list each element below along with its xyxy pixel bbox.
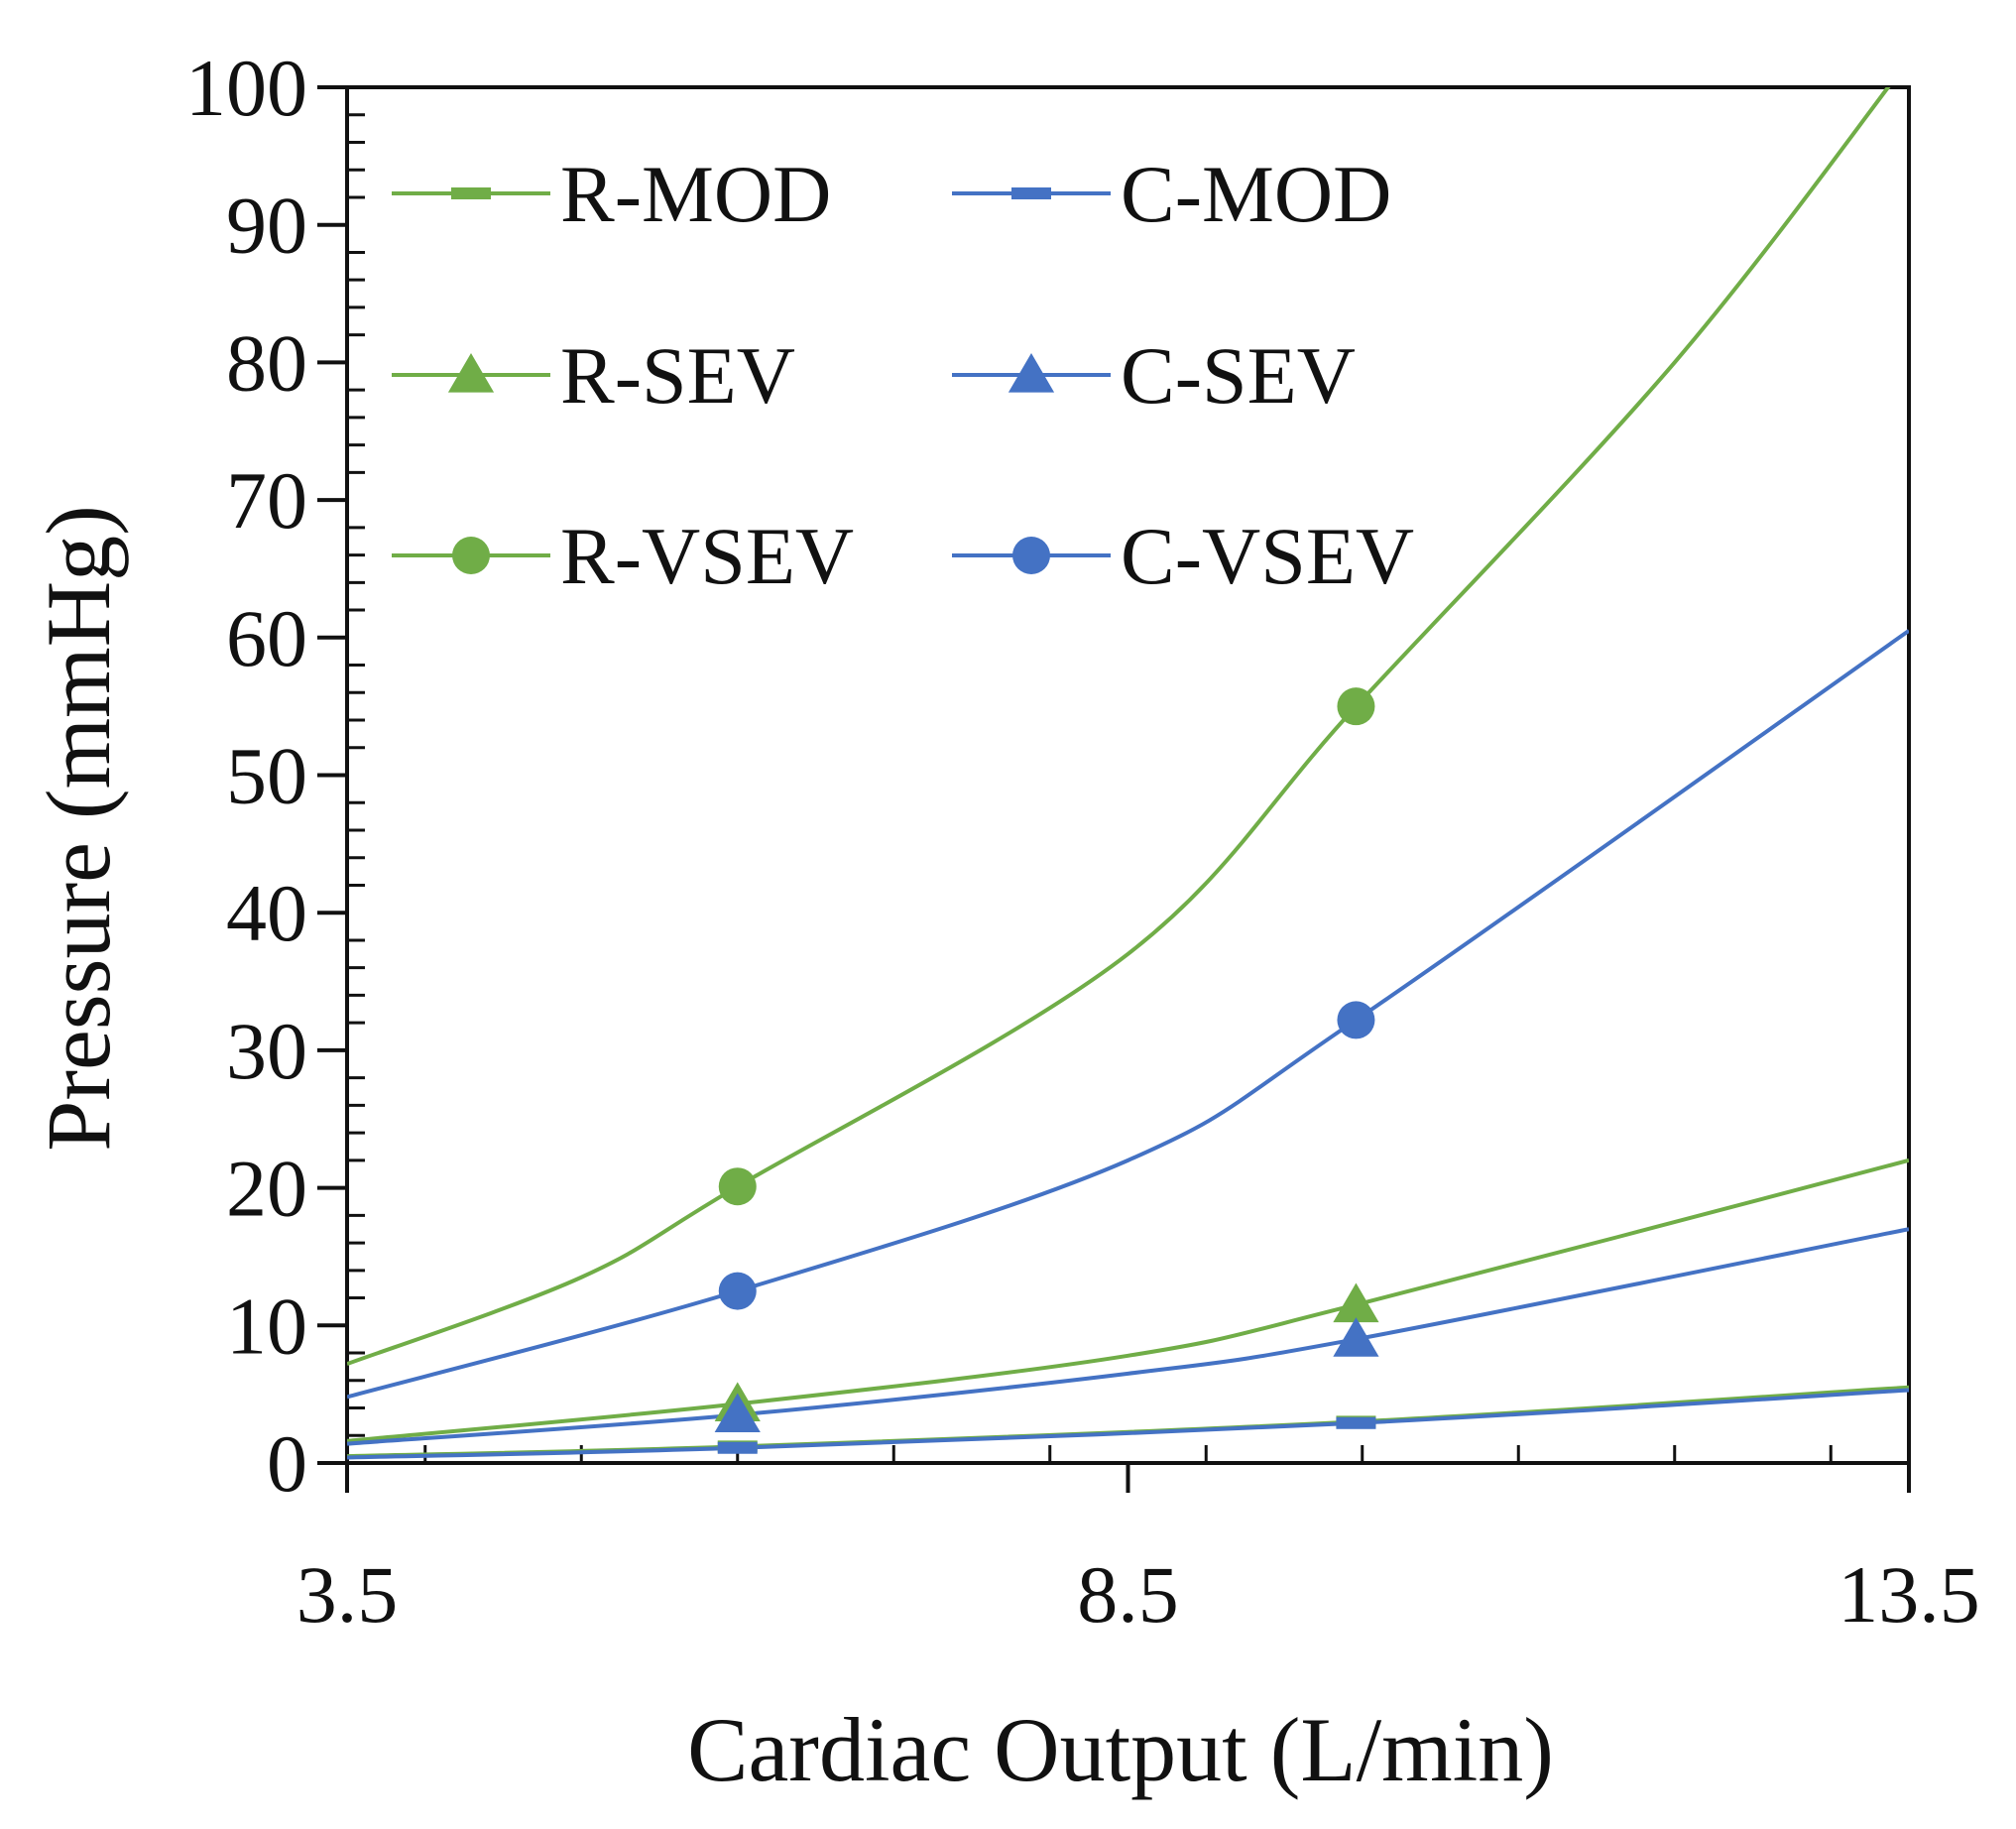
y-tick-label: 0	[267, 1418, 307, 1509]
data-point-c-mod	[1336, 1416, 1376, 1429]
legend-item-c-vsev: C-VSEV	[952, 511, 1414, 601]
legend-marker-triangle-icon	[447, 353, 495, 393]
legend-item-c-mod: C-MOD	[952, 149, 1391, 239]
y-tick-label: 60	[226, 593, 307, 683]
legend-label: C-MOD	[1121, 149, 1391, 239]
y-tick-label: 20	[226, 1144, 307, 1234]
plot-area-border	[345, 85, 1911, 1465]
x-tick-label: 13.5	[1838, 1549, 1980, 1640]
legend-item-c-sev: C-SEV	[952, 330, 1356, 421]
data-point-r-vsev	[1337, 687, 1375, 726]
legend-marker-triangle-icon	[1008, 353, 1055, 393]
y-tick-label: 30	[226, 1006, 307, 1096]
series-line-r-vsev	[347, 87, 1891, 1367]
series-line-c-mod	[347, 1388, 1909, 1460]
data-point-r-vsev	[718, 1167, 757, 1206]
x-tick-label: 3.5	[296, 1549, 399, 1640]
y-tick-label: 50	[226, 731, 307, 821]
legend-label: R-SEV	[560, 330, 795, 421]
legend-item-r-mod: R-MOD	[392, 149, 831, 239]
y-tick-label: 90	[226, 181, 307, 271]
data-point-c-mod	[717, 1441, 758, 1454]
y-tick-label: 80	[226, 317, 307, 408]
legend-label: C-SEV	[1121, 330, 1356, 421]
y-tick-label: 40	[226, 868, 307, 958]
data-point-c-vsev	[718, 1272, 757, 1310]
legend-label: R-MOD	[560, 149, 831, 239]
legend-label: C-VSEV	[1121, 511, 1414, 601]
legend-marker-circle-icon	[1012, 537, 1050, 574]
legend-item-r-sev: R-SEV	[392, 330, 795, 421]
y-tick-label: 10	[226, 1280, 307, 1371]
data-point-r-sev	[1333, 1282, 1379, 1323]
x-tick-label: 8.5	[1077, 1549, 1179, 1640]
data-point-c-vsev	[1337, 1001, 1375, 1039]
legend-label: R-VSEV	[560, 511, 854, 601]
series-line-c-vsev	[347, 629, 1909, 1400]
legend-marker-dash-icon	[451, 187, 491, 199]
y-tick-label: 70	[226, 455, 307, 546]
legend-item-r-vsev: R-VSEV	[392, 511, 854, 601]
legend-marker-dash-icon	[1011, 187, 1051, 199]
x-axis-title: Cardiac Output (L/min)	[687, 1699, 1554, 1800]
data-point-c-sev	[1333, 1317, 1379, 1357]
y-axis-title: Pressure (mmHg)	[28, 505, 129, 1152]
legend-marker-circle-icon	[452, 537, 490, 574]
series-line-r-sev	[347, 1158, 1909, 1443]
data-point-c-sev	[714, 1393, 761, 1433]
y-tick-label: 100	[185, 43, 307, 133]
series-line-c-sev	[347, 1227, 1909, 1446]
